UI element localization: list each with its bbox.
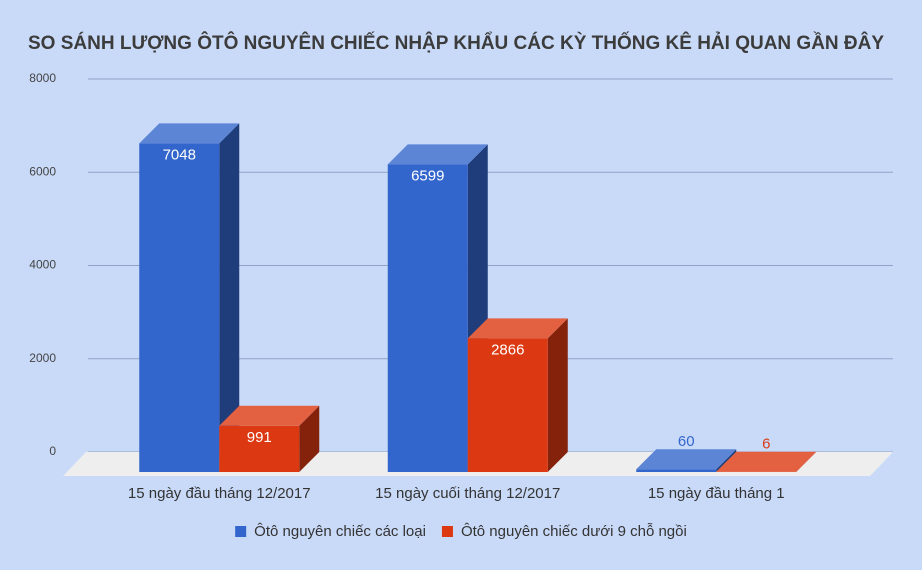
- y-tick-label: 4000: [29, 258, 56, 272]
- legend-label: Ôtô nguyên chiếc các loại: [254, 523, 426, 540]
- bar: [387, 144, 488, 472]
- bar-top: [716, 451, 817, 472]
- bar-top: [467, 318, 568, 339]
- bar-top: [387, 144, 488, 165]
- bar-top: [139, 123, 240, 144]
- bar-side: [547, 318, 568, 472]
- value-label: 6: [762, 436, 770, 453]
- bar-side: [299, 405, 320, 472]
- chart-title: SO SÁNH LƯỢNG ÔTÔ NGUYÊN CHIẾC NHẬP KHẨU…: [28, 32, 884, 54]
- bar-front: [139, 143, 220, 472]
- bar-side: [796, 451, 817, 472]
- bar-side: [219, 123, 240, 473]
- bar: [636, 449, 737, 472]
- legend-item: Ôtô nguyên chiếc dưới 9 chỗ ngồi: [441, 523, 687, 540]
- y-tick-label: 8000: [29, 71, 56, 85]
- x-tick-label: 15 ngày cuối tháng 12/2017: [375, 485, 560, 502]
- value-label: 2866: [491, 341, 524, 358]
- bar-top: [219, 405, 320, 426]
- value-label: 7048: [163, 146, 196, 163]
- x-tick-label: 15 ngày đầu tháng 1: [648, 485, 785, 502]
- y-tick-label: 0: [49, 444, 56, 458]
- bar: [716, 451, 817, 472]
- legend-swatch: [441, 526, 453, 537]
- y-tick-label: 6000: [29, 164, 56, 178]
- x-tick-label: 15 ngày đầu tháng 12/2017: [128, 485, 311, 502]
- y-tick-label: 2000: [29, 351, 56, 365]
- bar-side: [716, 449, 737, 472]
- bar-front: [467, 338, 548, 472]
- value-label: 60: [678, 433, 695, 450]
- bar-top: [636, 449, 737, 470]
- bar-front: [636, 469, 717, 472]
- value-label: 6599: [411, 167, 444, 184]
- legend-swatch: [235, 526, 247, 537]
- bar: [467, 318, 568, 472]
- bar: [219, 405, 320, 472]
- legend-item: Ôtô nguyên chiếc các loại: [235, 523, 426, 540]
- bar: [139, 123, 240, 473]
- bar-front: [387, 164, 468, 472]
- bar-front: [219, 425, 300, 472]
- legend-label: Ôtô nguyên chiếc dưới 9 chỗ ngồi: [461, 523, 687, 540]
- value-label: 991: [247, 429, 272, 446]
